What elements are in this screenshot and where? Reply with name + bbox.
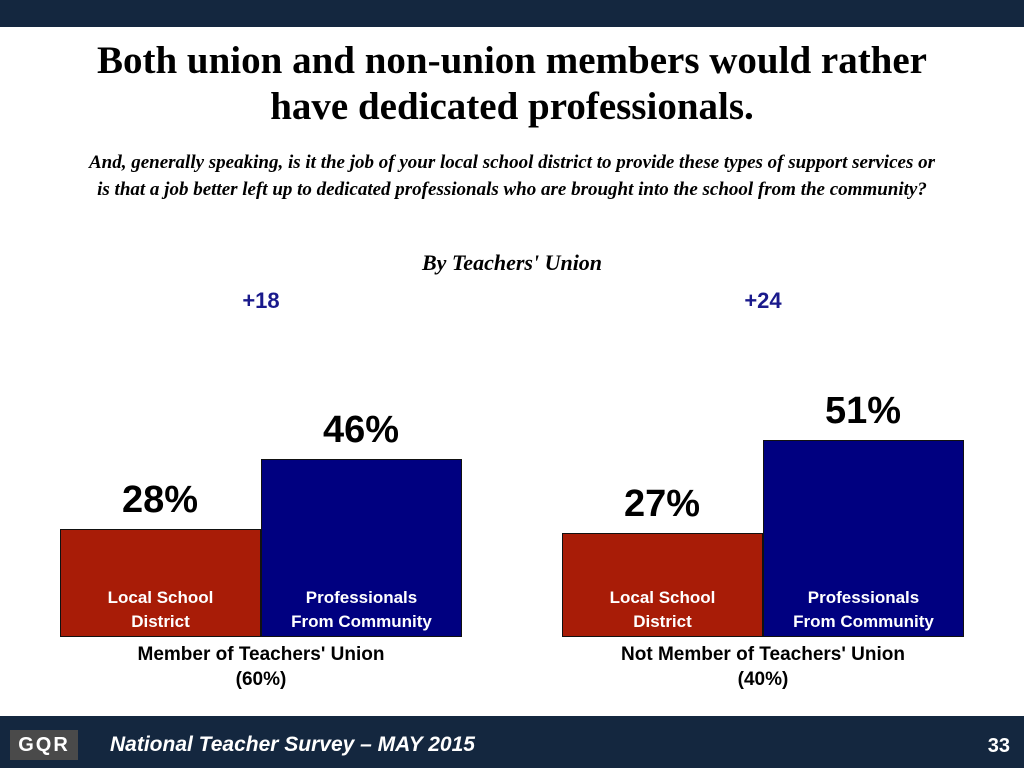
question: And, generally speaking, is it the job o… <box>88 152 935 200</box>
value-label: 28% <box>121 478 199 521</box>
bar: Local School District <box>562 532 763 637</box>
bar-category-label: Local School District <box>609 587 716 631</box>
page-number: 33 <box>987 735 1010 757</box>
subtitle: By Teachers' Union <box>421 250 603 275</box>
bar: Professionals From Community <box>763 440 964 637</box>
bar: Local School District <box>60 528 261 637</box>
top-bar <box>0 0 1024 27</box>
difference-annotation: +24 <box>744 288 782 313</box>
group-name: Member of Teachers' Union <box>137 644 385 665</box>
group-label: Not Member of Teachers' Union (40%) <box>553 642 973 692</box>
value-label: 51% <box>824 390 902 433</box>
group-name: Not Member of Teachers' Union <box>621 644 905 665</box>
footer-text: National Teacher Survey – MAY 2015 <box>110 733 475 756</box>
value-label: 27% <box>623 482 701 525</box>
difference-annotation: +18 <box>242 288 280 313</box>
bar-category-label: Local School District <box>107 587 214 631</box>
footer-bar <box>0 716 1024 768</box>
bar-category-label: Professionals From Community <box>793 587 934 631</box>
title: Both union and non-union members would r… <box>96 39 927 128</box>
bar-category-label: Professionals From Community <box>291 587 432 631</box>
value-label: 46% <box>322 409 400 452</box>
group-share: (60%) <box>235 669 287 690</box>
bar: Professionals From Community <box>261 459 462 637</box>
group-label: Member of Teachers' Union (60%) <box>51 642 471 692</box>
group-share: (40%) <box>737 669 789 690</box>
logo: GQR <box>10 730 78 760</box>
